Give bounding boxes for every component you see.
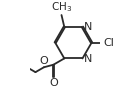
Text: O: O bbox=[49, 78, 58, 88]
Text: N: N bbox=[84, 54, 92, 64]
Text: Cl: Cl bbox=[103, 38, 114, 48]
Text: N: N bbox=[84, 22, 92, 32]
Text: O: O bbox=[39, 56, 48, 66]
Text: CH$_3$: CH$_3$ bbox=[51, 0, 72, 14]
